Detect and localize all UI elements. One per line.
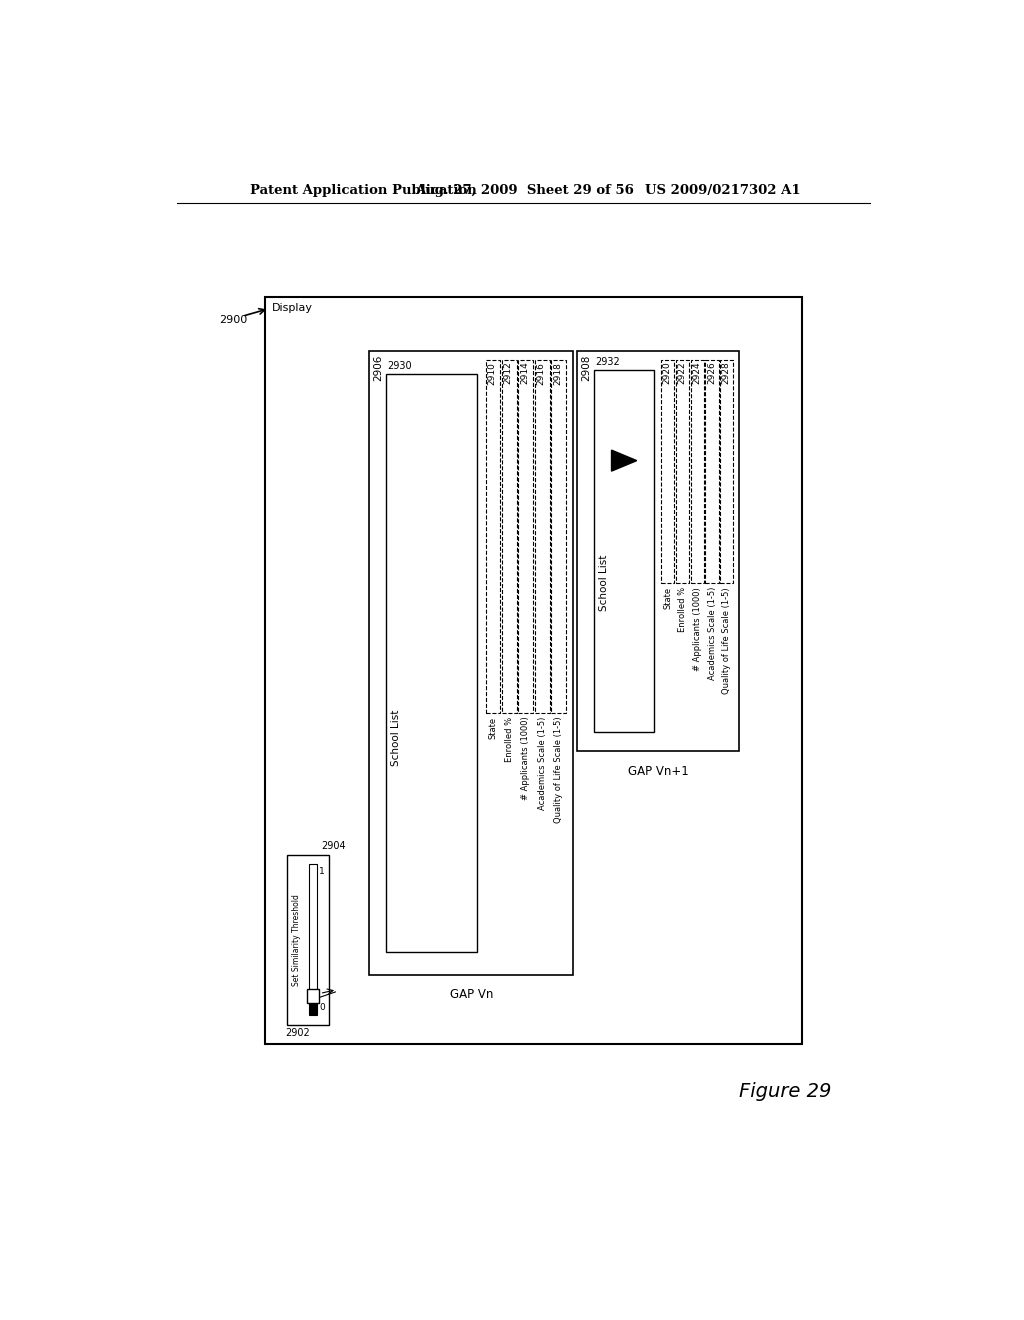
Text: 2900: 2900: [219, 315, 248, 325]
Text: 2910: 2910: [487, 362, 496, 384]
Bar: [676, 360, 689, 583]
Bar: [287, 855, 330, 1024]
Text: State: State: [488, 717, 498, 739]
Text: 2930: 2930: [388, 360, 413, 371]
Text: 2932: 2932: [596, 358, 621, 367]
Text: School List: School List: [391, 709, 401, 766]
Bar: [535, 360, 550, 713]
Text: 2916: 2916: [537, 362, 546, 384]
Text: State: State: [664, 587, 672, 609]
Text: 2918: 2918: [553, 362, 562, 384]
Text: Academics Scale (1-5): Academics Scale (1-5): [538, 717, 547, 810]
Text: 2906: 2906: [373, 355, 383, 381]
Text: # Applicants (1000): # Applicants (1000): [521, 717, 530, 800]
Text: Enrolled %: Enrolled %: [678, 587, 687, 632]
Bar: [306, 989, 318, 1003]
Bar: [518, 360, 534, 713]
Bar: [265, 297, 802, 1044]
Text: Patent Application Publication: Patent Application Publication: [250, 185, 476, 197]
Polygon shape: [611, 450, 637, 471]
Text: Aug. 27, 2009  Sheet 29 of 56: Aug. 27, 2009 Sheet 29 of 56: [416, 185, 634, 197]
Text: US 2009/0217302 A1: US 2009/0217302 A1: [645, 185, 801, 197]
Bar: [578, 351, 739, 751]
Text: Figure 29: Figure 29: [739, 1082, 831, 1101]
Text: 2902: 2902: [286, 1028, 310, 1039]
Text: 2926: 2926: [707, 362, 716, 384]
Text: 2924: 2924: [692, 362, 701, 384]
Bar: [720, 360, 733, 583]
Text: Quality of Life Scale (1-5): Quality of Life Scale (1-5): [554, 717, 563, 824]
Text: Display: Display: [271, 304, 312, 313]
Bar: [594, 370, 654, 733]
Text: Academics Scale (1-5): Academics Scale (1-5): [708, 587, 717, 680]
Bar: [309, 995, 316, 1015]
Text: Quality of Life Scale (1-5): Quality of Life Scale (1-5): [722, 587, 731, 693]
Bar: [485, 360, 501, 713]
Text: 2904: 2904: [322, 841, 346, 851]
Bar: [309, 865, 316, 1015]
Text: GAP Vn: GAP Vn: [450, 989, 493, 1002]
Text: 2922: 2922: [678, 362, 686, 384]
Text: # Applicants (1000): # Applicants (1000): [693, 587, 701, 671]
Bar: [690, 360, 703, 583]
Text: GAP Vn+1: GAP Vn+1: [628, 766, 688, 779]
Text: 0: 0: [318, 1003, 325, 1011]
Text: 1: 1: [318, 867, 325, 875]
Bar: [552, 360, 566, 713]
Text: 2914: 2914: [520, 362, 529, 384]
Bar: [370, 351, 573, 974]
Bar: [502, 360, 517, 713]
Text: 2928: 2928: [722, 362, 731, 384]
Bar: [386, 374, 477, 952]
Text: 2920: 2920: [663, 362, 672, 384]
Text: School List: School List: [599, 554, 609, 611]
Text: Set Similarity Threshold: Set Similarity Threshold: [292, 894, 301, 986]
Bar: [706, 360, 719, 583]
Bar: [662, 360, 675, 583]
Text: 2912: 2912: [504, 362, 513, 384]
Text: 2908: 2908: [581, 355, 591, 381]
Text: Enrolled %: Enrolled %: [505, 717, 514, 762]
